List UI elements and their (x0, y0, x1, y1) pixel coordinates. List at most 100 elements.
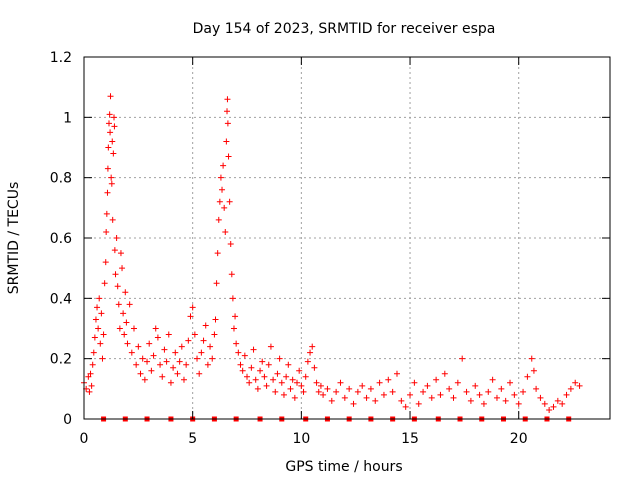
y-tick-label: 1.2 (50, 50, 72, 66)
data-point (313, 379, 320, 386)
data-point (110, 114, 117, 121)
data-point (350, 400, 357, 407)
data-point (235, 349, 242, 356)
data-point (559, 400, 566, 407)
data-point (333, 388, 340, 395)
data-point (280, 391, 287, 398)
chart-title: Day 154 of 2023, SRMTID for receiver esp… (193, 21, 496, 37)
data-point (441, 370, 448, 377)
data-point (233, 340, 240, 347)
data-point (159, 373, 166, 380)
data-point (157, 361, 164, 368)
data-point (116, 325, 123, 332)
data-point (437, 391, 444, 398)
y-tick-label: 1 (63, 110, 72, 126)
data-point (120, 310, 127, 317)
data-point (376, 379, 383, 386)
data-point (515, 400, 522, 407)
data-point (111, 247, 118, 254)
data-point (222, 228, 229, 235)
data-point (402, 403, 409, 410)
data-point (211, 331, 218, 338)
data-point (265, 361, 272, 368)
data-point (424, 382, 431, 389)
data-point (304, 358, 311, 365)
data-point (105, 120, 112, 127)
data-point (92, 316, 99, 323)
data-point (498, 385, 505, 392)
data-point (237, 361, 244, 368)
axis-ticks: 0 0.2 0.4 0.6 0.8 1 1.2 0 5 10 15 20 (50, 50, 610, 447)
data-point (148, 367, 155, 374)
data-point (380, 391, 387, 398)
data-point (115, 301, 122, 308)
data-point (161, 346, 168, 353)
data-point (207, 343, 214, 350)
data-point (87, 370, 94, 377)
data-point (178, 343, 185, 350)
data-point (217, 174, 224, 181)
data-point (124, 340, 131, 347)
data-point (291, 394, 298, 401)
data-point (528, 355, 535, 362)
data-point (204, 361, 211, 368)
data-point (546, 406, 553, 413)
data-point (103, 228, 110, 235)
data-point (126, 301, 133, 308)
data-point (307, 349, 314, 356)
data-point (102, 259, 109, 266)
data-point (420, 388, 427, 395)
data-point (154, 334, 161, 341)
x-tick-label: 0 (80, 431, 89, 447)
data-point (476, 391, 483, 398)
data-point (85, 373, 92, 380)
data-point (428, 394, 435, 401)
data-point (119, 265, 126, 272)
data-point (221, 204, 228, 211)
data-point (250, 346, 257, 353)
data-point (385, 376, 392, 383)
data-point (110, 150, 117, 157)
data-point (106, 111, 113, 118)
data-point (109, 138, 116, 145)
data-point (107, 129, 114, 136)
data-point (459, 355, 466, 362)
data-point (252, 376, 259, 383)
data-point (239, 367, 246, 374)
data-point (254, 385, 261, 392)
data-point (530, 367, 537, 374)
data-point (98, 310, 105, 317)
data-point (354, 388, 361, 395)
data-point (246, 379, 253, 386)
data-point (244, 373, 251, 380)
data-point (337, 379, 344, 386)
data-point (393, 370, 400, 377)
data-point (185, 337, 192, 344)
data-marks (81, 93, 583, 422)
data-point (359, 382, 366, 389)
data-point (152, 325, 159, 332)
data-point (123, 319, 130, 326)
data-point (144, 358, 151, 365)
data-point (189, 304, 196, 311)
data-point (202, 322, 209, 329)
data-point (219, 186, 226, 193)
y-tick-label: 0.6 (50, 231, 72, 247)
data-point (524, 373, 531, 380)
data-point (283, 373, 290, 380)
data-point (183, 361, 190, 368)
data-point (122, 289, 129, 296)
data-point (398, 397, 405, 404)
data-point (346, 385, 353, 392)
data-point (232, 313, 239, 320)
data-point (146, 340, 153, 347)
data-point (507, 379, 514, 386)
x-axis-label: GPS time / hours (285, 459, 402, 475)
data-point (223, 138, 230, 145)
data-point (128, 349, 135, 356)
data-point (167, 379, 174, 386)
data-point (88, 382, 95, 389)
data-point (99, 355, 106, 362)
x-tick-label: 5 (188, 431, 197, 447)
data-point (104, 165, 111, 172)
